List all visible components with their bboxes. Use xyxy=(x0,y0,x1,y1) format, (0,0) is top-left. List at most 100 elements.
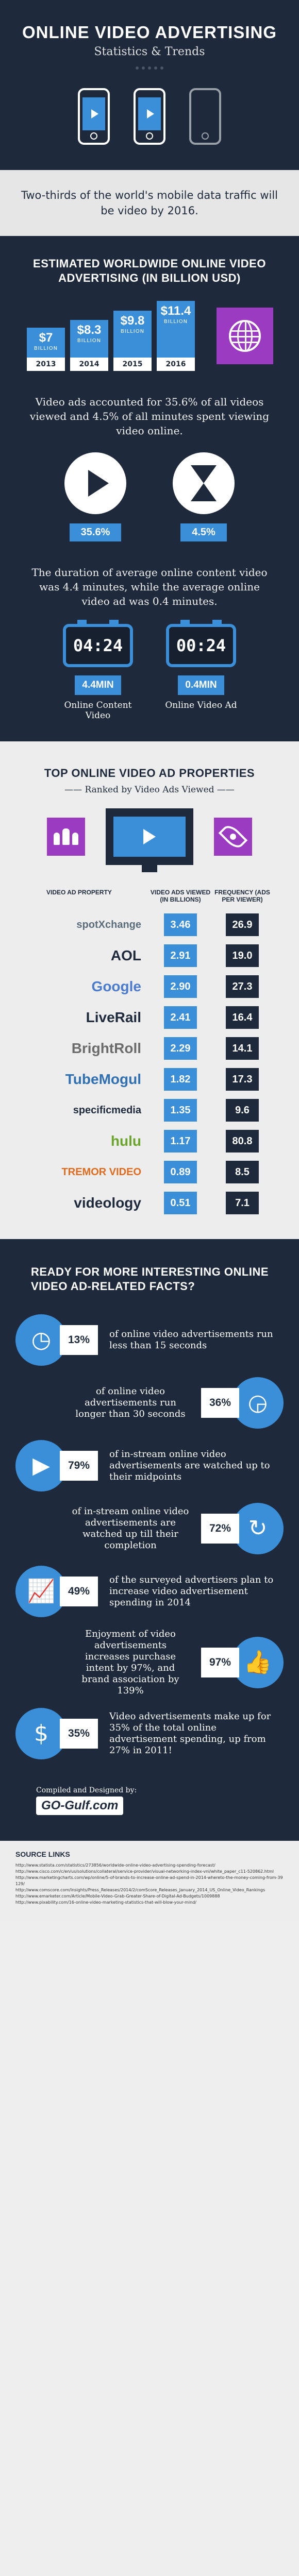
fact-text: of the surveyed advertisers plan to incr… xyxy=(109,1574,274,1608)
play-icon xyxy=(64,452,126,514)
stopwatch-icon: 00:24 xyxy=(166,620,236,667)
phone-icon xyxy=(189,88,221,145)
source-link[interactable]: http://www.statista.com/statistics/27385… xyxy=(15,1863,215,1868)
facts-heading: READY FOR MORE INTERESTING ONLINE VIDEO … xyxy=(31,1265,269,1293)
fact-item: of in-stream online video advertisements… xyxy=(15,1503,284,1554)
phone-icon xyxy=(134,88,165,145)
page-subtitle: Statistics & Trends xyxy=(94,45,205,58)
bar-year: 2014 xyxy=(70,358,108,371)
sources-heading: SOURCE LINKS xyxy=(15,1850,70,1858)
table-row: Google 2.90 27.3 xyxy=(26,971,273,1002)
fact-glyph: ◶ xyxy=(247,1389,268,1416)
share-right-pct: 4.5% xyxy=(180,523,227,541)
frequency-cell: 27.3 xyxy=(226,975,259,998)
properties-subheading: Ranked by Video Ads Viewed xyxy=(15,785,284,795)
bar-year: 2013 xyxy=(27,358,65,371)
bar-fill: $11.4 BILLION xyxy=(157,301,195,358)
fact-text: of in-stream online video advertisements… xyxy=(72,1506,189,1551)
source-link[interactable]: http://www.cisco.com/c/en/us/solutions/c… xyxy=(15,1869,274,1874)
property-logo: videology xyxy=(74,1195,141,1211)
thumbs-up-icon: 👍 xyxy=(232,1637,284,1688)
bar-unit: BILLION xyxy=(120,328,145,334)
fact-glyph: ◷ xyxy=(31,1327,52,1353)
credit-label: Compiled and Designed by: xyxy=(36,1786,137,1794)
spending-section: ESTIMATED WORLDWIDE ONLINE VIDEO ADVERTI… xyxy=(0,236,299,741)
duration-value: 4.4MIN xyxy=(75,675,121,695)
facts-list: ◷ 13% of online video advertisements run l… xyxy=(15,1314,284,1759)
properties-heading: TOP ONLINE VIDEO AD PROPERTIES xyxy=(44,767,255,779)
spending-heading: ESTIMATED WORLDWIDE ONLINE VIDEO ADVERTI… xyxy=(33,257,266,284)
bar-value: $7 xyxy=(39,331,53,345)
ads-viewed-cell: 3.46 xyxy=(164,913,197,936)
frequency-cell: 14.1 xyxy=(226,1037,259,1060)
duration-timers: 04:24 4.4MIN Online Content Video 00:24 … xyxy=(15,620,284,721)
share-left-pct: 35.6% xyxy=(69,523,122,541)
table-row: spotXchange 3.46 26.9 xyxy=(26,909,273,940)
refresh-icon: ↻ xyxy=(232,1503,284,1554)
clock-icon: ◶ xyxy=(232,1377,284,1429)
spending-bar-chart: $7 BILLION 2013 $8.3 BILLION 2014 $9.8 BILLION 2… xyxy=(15,301,284,371)
globe-icon xyxy=(229,320,261,352)
frequency-cell: 16.4 xyxy=(226,1006,259,1029)
frequency-cell: 80.8 xyxy=(226,1130,259,1153)
fact-text: Enjoyment of video advertisements increa… xyxy=(81,1629,179,1696)
fact-percent: 72% xyxy=(201,1514,239,1544)
duration-value: 0.4MIN xyxy=(178,675,224,695)
spending-bar: $8.3 BILLION 2014 xyxy=(69,319,109,371)
frequency-cell: 19.0 xyxy=(226,944,259,967)
source-link[interactable]: http://www.comscore.com/Insights/Press_R… xyxy=(15,1888,265,1892)
fact-glyph: ↻ xyxy=(248,1515,268,1541)
property-logo: TREMOR VIDEO xyxy=(61,1166,141,1178)
clock-icon: ◷ xyxy=(15,1314,67,1366)
phone-icon xyxy=(78,88,110,145)
fact-percent: 13% xyxy=(60,1325,98,1355)
source-link[interactable]: http://www.marketingcharts.com/wp/online… xyxy=(15,1875,283,1886)
duration-text: The duration of average online content v… xyxy=(31,566,268,607)
fact-percent: 35% xyxy=(60,1719,98,1749)
gogulf-logo[interactable]: GO-Gulf.com xyxy=(36,1797,124,1815)
infographic: ONLINE VIDEO ADVERTISING Statistics & Tr… xyxy=(0,0,299,1921)
ads-viewed-cell: 0.89 xyxy=(164,1161,197,1183)
column-header: FREQUENCY (ADS PER VIEWER) xyxy=(214,889,270,903)
share-text: Video ads accounted for 35.6% of all vid… xyxy=(29,396,270,437)
bar-unit: BILLION xyxy=(77,337,102,344)
header: ONLINE VIDEO ADVERTISING Statistics & Tr… xyxy=(0,0,299,170)
globe-icon-box xyxy=(217,308,273,364)
stopwatch-icon: 04:24 xyxy=(63,620,133,667)
properties-table: VIDEO AD PROPERTY VIDEO ADS VIEWED (IN B… xyxy=(26,889,273,1218)
audience-icon xyxy=(47,818,85,856)
table-row: TubeMogul 1.82 17.3 xyxy=(26,1064,273,1095)
fact-glyph: 👍 xyxy=(243,1649,272,1675)
fact-percent: 97% xyxy=(201,1648,239,1677)
bar-value: $8.3 xyxy=(77,323,102,337)
fact-item: of online video advertisements run longe… xyxy=(15,1377,284,1429)
source-link[interactable]: http://www.pixability.com/16-online-vide… xyxy=(15,1900,196,1905)
fact-item: ▶ 79% of in-stream online video advertisem… xyxy=(15,1440,284,1492)
column-header: VIDEO ADS VIEWED (IN BILLIONS) xyxy=(150,889,211,903)
column-header: VIDEO AD PROPERTY xyxy=(46,889,112,896)
page-title: ONLINE VIDEO ADVERTISING xyxy=(22,23,277,42)
fact-item: ◷ 13% of online video advertisements run l… xyxy=(15,1314,284,1366)
spending-bar: $11.4 BILLION 2016 xyxy=(156,301,196,371)
property-logo: spotXchange xyxy=(76,919,141,930)
source-link[interactable]: http://www.emarketer.com/Article/Mobile-… xyxy=(15,1894,220,1899)
growth-chart-icon: 📈 xyxy=(15,1566,67,1617)
eye-icon xyxy=(214,818,252,856)
fact-glyph: 📈 xyxy=(27,1578,56,1604)
fact-text: of online video advertisements run longe… xyxy=(75,1386,186,1419)
table-row: TREMOR VIDEO 0.89 8.5 xyxy=(26,1157,273,1188)
fact-text: of online video advertisements run less … xyxy=(109,1329,273,1351)
ads-viewed-cell: 1.82 xyxy=(164,1068,197,1091)
fact-glyph: ▶ xyxy=(32,1452,50,1479)
dollar-bill-icon: $ xyxy=(15,1708,67,1759)
frequency-cell: 26.9 xyxy=(226,913,259,936)
spending-bar: $9.8 BILLION 2015 xyxy=(112,310,153,371)
table-row: videology 0.51 7.1 xyxy=(26,1188,273,1218)
facts-section: READY FOR MORE INTERESTING ONLINE VIDEO … xyxy=(0,1239,299,1841)
bar-value: $11.4 xyxy=(160,304,191,318)
bar-value: $9.8 xyxy=(120,313,145,328)
hourglass-icon xyxy=(173,452,235,514)
ads-viewed-cell: 0.51 xyxy=(164,1192,197,1214)
bar-year: 2015 xyxy=(113,358,152,371)
properties-icons xyxy=(15,808,284,872)
